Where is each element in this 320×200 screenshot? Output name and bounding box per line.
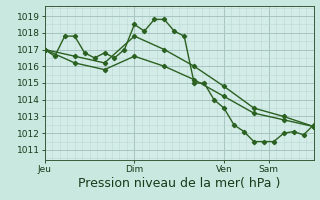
- X-axis label: Pression niveau de la mer( hPa ): Pression niveau de la mer( hPa ): [78, 177, 280, 190]
